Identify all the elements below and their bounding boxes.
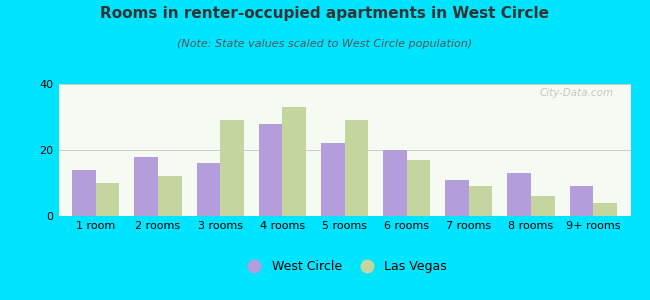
Bar bbox=[321, 143, 345, 216]
Text: Rooms in renter-occupied apartments in West Circle: Rooms in renter-occupied apartments in W… bbox=[101, 6, 549, 21]
Bar bbox=[593, 203, 617, 216]
Bar bbox=[282, 107, 306, 216]
Bar bbox=[135, 157, 158, 216]
Bar bbox=[196, 163, 220, 216]
Bar bbox=[220, 120, 244, 216]
Text: City-Data.com: City-Data.com bbox=[540, 88, 614, 98]
Bar bbox=[569, 186, 593, 216]
Bar bbox=[96, 183, 120, 216]
Text: (Note: State values scaled to West Circle population): (Note: State values scaled to West Circl… bbox=[177, 39, 473, 49]
Bar bbox=[259, 124, 282, 216]
Bar bbox=[469, 186, 493, 216]
Bar bbox=[445, 180, 469, 216]
Bar bbox=[383, 150, 407, 216]
Bar bbox=[344, 120, 368, 216]
Bar bbox=[531, 196, 554, 216]
Bar bbox=[407, 160, 430, 216]
Bar bbox=[158, 176, 181, 216]
Legend: West Circle, Las Vegas: West Circle, Las Vegas bbox=[237, 255, 452, 278]
Bar bbox=[508, 173, 531, 216]
Bar bbox=[72, 170, 96, 216]
